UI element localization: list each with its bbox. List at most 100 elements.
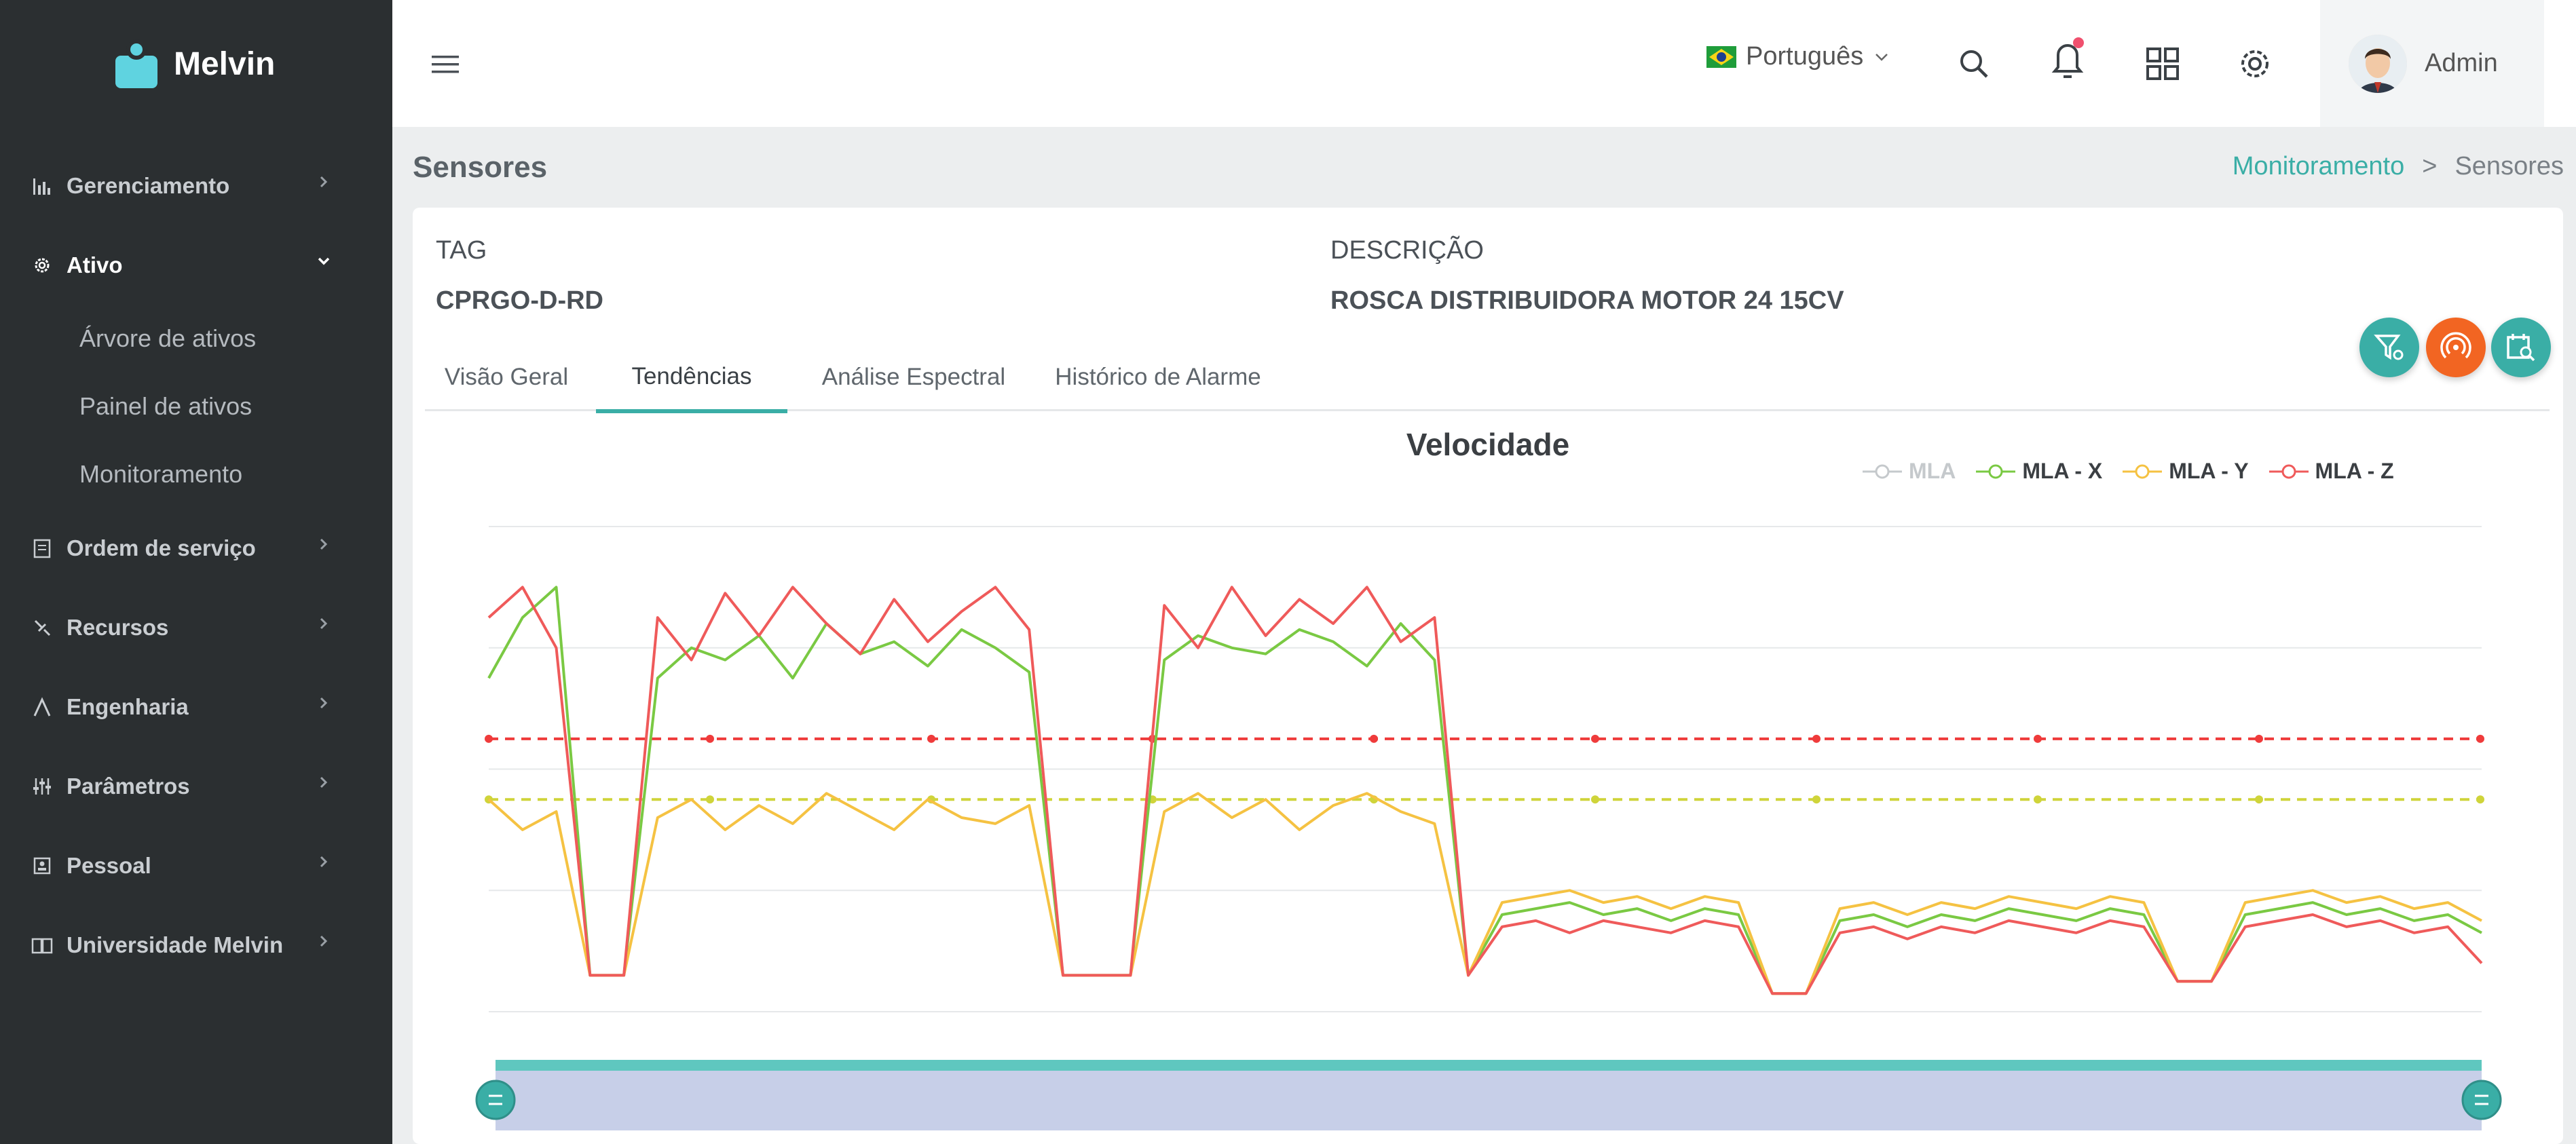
legend-item-mla-x[interactable]: MLA - X bbox=[1976, 459, 2102, 484]
sidebar-item-label: Pessoal bbox=[67, 852, 151, 878]
sidebar-item-label: Engenharia bbox=[67, 693, 189, 719]
threshold-marker bbox=[2476, 795, 2484, 804]
sidebar: Melvin Gerenciamento Ativo Árvore de ati… bbox=[0, 0, 392, 1144]
sidebar-subitem-monitoramento[interactable]: Monitoramento bbox=[79, 460, 243, 488]
series-line-mla-y bbox=[487, 792, 2482, 995]
brand[interactable]: Melvin bbox=[115, 39, 275, 88]
filter-gear-icon bbox=[2374, 335, 2404, 360]
sidebar-item-pessoal[interactable]: Pessoal bbox=[0, 826, 392, 905]
breadcrumb-link-monitoramento[interactable]: Monitoramento bbox=[2232, 152, 2405, 180]
broadcast-icon bbox=[2440, 332, 2471, 359]
apps-grid-icon[interactable] bbox=[2141, 42, 2184, 85]
zoom-range-bar bbox=[496, 1060, 2482, 1071]
chart-legend: MLA MLA - X MLA - Y MLA - Z bbox=[1863, 459, 2394, 484]
threshold-marker bbox=[2255, 734, 2263, 743]
chevron-right-icon bbox=[320, 617, 328, 630]
sidebar-item-label: Ordem de serviço bbox=[67, 535, 256, 560]
bar-chart-icon bbox=[30, 174, 54, 198]
user-menu[interactable]: Admin bbox=[2320, 0, 2544, 127]
broadcast-button[interactable] bbox=[2426, 318, 2486, 377]
clipboard-icon bbox=[30, 536, 54, 560]
language-label: Português bbox=[1746, 42, 1864, 71]
threshold-marker bbox=[706, 734, 714, 743]
legend-label: MLA - Z bbox=[2315, 459, 2394, 483]
threshold-marker bbox=[927, 734, 935, 743]
legend-item-mla-z[interactable]: MLA - Z bbox=[2269, 459, 2394, 484]
sidebar-item-universidade-melvin[interactable]: Universidade Melvin bbox=[0, 905, 392, 985]
zoom-handle-right bbox=[2461, 1080, 2502, 1120]
chart-series bbox=[487, 586, 2483, 995]
chevron-right-icon bbox=[320, 176, 328, 188]
threshold-marker bbox=[2034, 734, 2042, 743]
sidebar-item-label: Ativo bbox=[67, 252, 123, 278]
tab-bar: Visão Geral Tendências Análise Espectral… bbox=[425, 343, 2550, 413]
zoom-handle-left bbox=[475, 1080, 516, 1120]
tab-historico-de-alarme[interactable]: Histórico de Alarme bbox=[1055, 364, 1261, 390]
chevron-right-icon bbox=[320, 538, 328, 550]
sidebar-item-engenharia[interactable]: Engenharia bbox=[0, 667, 392, 746]
breadcrumb-current: Sensores bbox=[2454, 152, 2564, 180]
page-title: Sensores bbox=[413, 151, 548, 184]
tab-analise-espectral[interactable]: Análise Espectral bbox=[821, 364, 1006, 390]
description-label: DESCRIÇÃO bbox=[1330, 236, 1484, 265]
legend-marker-icon bbox=[2269, 464, 2309, 478]
notification-bell-icon[interactable] bbox=[2046, 37, 2089, 81]
sidebar-subitem-arvore-de-ativos[interactable]: Árvore de ativos bbox=[79, 324, 257, 352]
language-selector[interactable]: Português bbox=[1706, 42, 1890, 71]
legend-marker-icon bbox=[2123, 464, 2163, 478]
chevron-right-icon bbox=[320, 776, 328, 788]
threshold-marker bbox=[706, 795, 714, 804]
chart-title: Velocidade bbox=[1406, 427, 1570, 462]
chevron-right-icon bbox=[320, 856, 328, 868]
tag-label: TAG bbox=[436, 236, 487, 265]
tab-visao-geral[interactable]: Visão Geral bbox=[444, 364, 569, 390]
legend-marker-icon bbox=[1976, 464, 2016, 478]
threshold-marker bbox=[2034, 795, 2042, 804]
threshold-marker bbox=[1370, 734, 1378, 743]
gear-icon bbox=[30, 253, 54, 278]
calendar-search-icon bbox=[2507, 334, 2535, 362]
sidebar-item-label: Recursos bbox=[67, 614, 169, 640]
threshold-marker bbox=[485, 734, 493, 743]
compass-icon bbox=[30, 695, 54, 719]
top-header: Português Admin bbox=[392, 0, 2576, 127]
filter-settings-button[interactable] bbox=[2359, 318, 2419, 377]
breadcrumb: Monitoramento > Sensores bbox=[2233, 152, 2564, 181]
search-icon[interactable] bbox=[1952, 42, 1996, 85]
sidebar-item-gerenciamento[interactable]: Gerenciamento bbox=[0, 146, 392, 225]
tab-tendencias[interactable]: Tendências bbox=[596, 343, 787, 413]
threshold-marker bbox=[1591, 795, 1599, 804]
tools-icon bbox=[30, 615, 54, 640]
velocity-chart[interactable] bbox=[413, 208, 2563, 1144]
avatar bbox=[2349, 34, 2407, 93]
settings-gear-icon[interactable] bbox=[2233, 42, 2277, 85]
sliders-icon bbox=[30, 774, 54, 799]
sidebar-subitem-painel-de-ativos[interactable]: Painel de ativos bbox=[79, 392, 253, 420]
threshold-marker bbox=[2255, 795, 2263, 804]
calendar-search-button[interactable] bbox=[2491, 318, 2551, 377]
brand-name: Melvin bbox=[174, 45, 276, 82]
sidebar-item-ativo[interactable]: Ativo bbox=[0, 225, 392, 305]
book-icon bbox=[30, 933, 54, 957]
melvin-logo-icon bbox=[115, 39, 160, 88]
threshold-marker bbox=[1812, 734, 1821, 743]
sidebar-item-label: Parâmetros bbox=[67, 773, 190, 799]
legend-marker-icon bbox=[1863, 464, 1902, 478]
legend-label: MLA bbox=[1909, 459, 1956, 483]
breadcrumb-separator: > bbox=[2422, 152, 2438, 180]
id-card-icon bbox=[30, 854, 54, 878]
series-line-mla-x bbox=[487, 586, 2482, 995]
brazil-flag-icon bbox=[1706, 45, 1736, 68]
threshold-marker bbox=[2476, 734, 2484, 743]
zoom-preview-area bbox=[496, 1063, 2482, 1130]
legend-item-mla-y[interactable]: MLA - Y bbox=[2123, 459, 2249, 484]
chart-grid bbox=[489, 526, 2482, 1012]
zoom-slider[interactable] bbox=[475, 1060, 2502, 1130]
chevron-down-icon bbox=[1875, 53, 1888, 61]
sidebar-item-parametros[interactable]: Parâmetros bbox=[0, 746, 392, 826]
hamburger-menu-icon[interactable] bbox=[430, 53, 460, 76]
legend-item-mla[interactable]: MLA bbox=[1863, 459, 1956, 484]
sidebar-item-recursos[interactable]: Recursos bbox=[0, 588, 392, 667]
sensor-card: TAG CPRGO-D-RD DESCRIÇÃO ROSCA DISTRIBUI… bbox=[413, 208, 2563, 1144]
sidebar-item-ordem-de-servico[interactable]: Ordem de serviço bbox=[0, 508, 392, 588]
